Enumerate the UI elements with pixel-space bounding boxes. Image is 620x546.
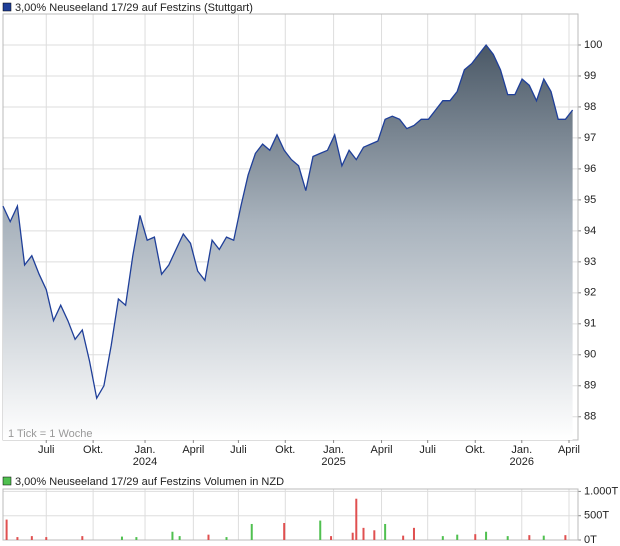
y-tick-label: 89: [584, 380, 596, 392]
volume-bar: [441, 536, 444, 540]
x-tick-label: April: [182, 444, 204, 456]
volume-bar: [485, 531, 488, 540]
y-tick-label: 99: [584, 70, 596, 82]
legend-swatch: [2, 476, 12, 486]
y-tick-label: 97: [584, 132, 596, 144]
x-tick-label: April: [371, 444, 393, 456]
volume-bar: [135, 537, 138, 540]
volume-bar: [30, 536, 33, 540]
plot-frame: [2, 488, 579, 541]
y-tick-label: 0T: [584, 534, 597, 546]
x-tick-label: Jan.: [511, 444, 532, 456]
x-tick-year: 2026: [510, 456, 534, 468]
volume-bar: [120, 536, 123, 540]
volume-bar: [225, 537, 228, 540]
line: [2, 43, 574, 401]
volume-bar: [45, 537, 48, 540]
note: 1 Tick = 1 Woche: [8, 428, 92, 440]
x-tick-label: Juli: [230, 444, 247, 456]
x-tick-year: 2025: [321, 456, 345, 468]
x-tick-label: Juli: [38, 444, 55, 456]
volume-bar: [528, 535, 531, 540]
volume-bar: [319, 520, 322, 540]
volume-title: 3,00% Neuseeland 17/29 auf Festzins Volu…: [15, 476, 284, 488]
y-tick-label: 92: [584, 287, 596, 299]
y-tick-label: 95: [584, 194, 596, 206]
y-tick-label: 100: [584, 39, 602, 51]
y-tick-label: 88: [584, 411, 596, 423]
x-tick-year: 2024: [133, 456, 157, 468]
volume-bar: [16, 537, 19, 540]
x-tick-label: Okt.: [465, 444, 485, 456]
volume-bar: [355, 498, 358, 540]
x-tick-label: Jan.: [135, 444, 156, 456]
x-tick-label: Juli: [419, 444, 436, 456]
volume-bar: [250, 523, 253, 540]
volume-bar: [5, 519, 8, 540]
volume-bar: [283, 523, 286, 540]
chart-title: 3,00% Neuseeland 17/29 auf Festzins (Stu…: [15, 2, 253, 14]
x-tick-label: April: [558, 444, 580, 456]
y-tick-label: 91: [584, 318, 596, 330]
x-tick-label: Okt.: [275, 444, 295, 456]
volume-bar: [178, 536, 181, 540]
y-tick-label: 93: [584, 256, 596, 268]
volume-bar: [171, 531, 174, 540]
x-tick-label: Okt.: [83, 444, 103, 456]
volume-bar: [362, 527, 365, 540]
volume-bar: [402, 535, 405, 540]
y-tick-label: 98: [584, 101, 596, 113]
area: [3, 45, 573, 440]
volume-bar: [542, 535, 545, 540]
volume-bar: [456, 534, 459, 540]
legend-swatch: [2, 2, 12, 12]
y-tick-label: 96: [584, 163, 596, 175]
volume-bar: [207, 534, 210, 540]
y-tick-label: 1.000T: [584, 485, 619, 497]
volume-bar: [564, 535, 567, 540]
volume-bar: [330, 536, 333, 540]
volume-bar: [506, 536, 509, 540]
volume-bar: [81, 536, 84, 540]
y-tick-label: 500T: [584, 510, 609, 522]
volume-bar: [474, 534, 477, 540]
volume-bar: [351, 532, 354, 540]
volume-bar: [373, 530, 376, 540]
y-tick-label: 94: [584, 225, 596, 237]
y-tick-label: 90: [584, 349, 596, 361]
volume-bar: [412, 527, 415, 540]
volume-bar: [384, 523, 387, 540]
x-tick-label: Jan.: [323, 444, 344, 456]
